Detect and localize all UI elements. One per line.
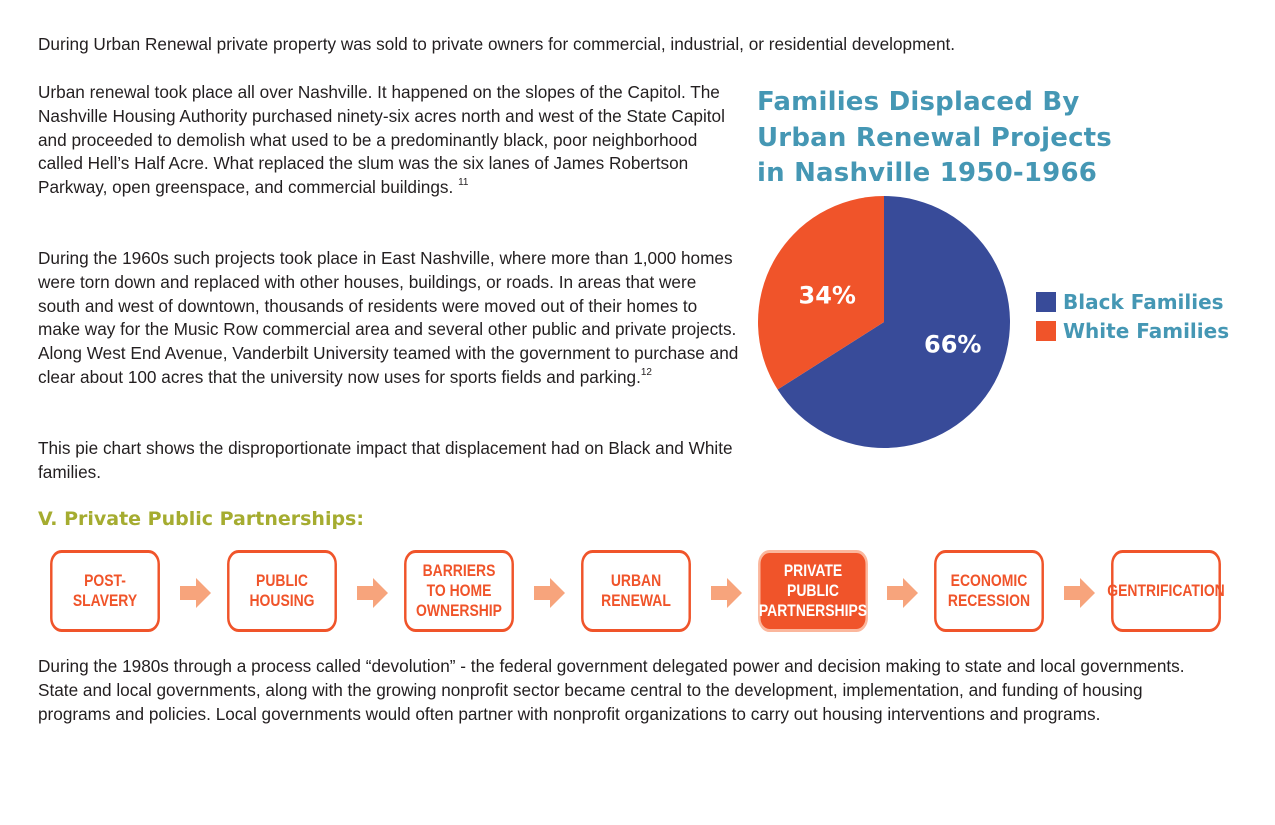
timeline-step-post-slavery[interactable]: POST-SLAVERY [50,550,160,632]
arrow-right-icon [357,578,388,608]
legend-swatch-white [1036,320,1056,341]
chart-title-line-2: Urban Renewal Projects [757,122,1112,153]
footnote-ref-12[interactable]: 12 [640,366,652,378]
legend-label-white: White Families [1063,318,1230,343]
legend-item-black-families: Black Families [1036,287,1229,316]
timeline-step-gentrification[interactable]: GENTRIFICATION [1107,550,1225,632]
pie-intro-paragraph: This pie chart shows the disproportionat… [38,438,733,482]
legend-item-white-families: White Families [1036,316,1229,345]
capitol-paragraph: Urban renewal took place all over Nashvi… [38,82,725,198]
pie-slice-white-families [758,196,884,390]
footnote-ref-11[interactable]: 11 [458,177,469,189]
devolution-paragraph: During the 1980s through a process calle… [38,656,1185,724]
arrow-right-icon [180,578,211,608]
arrow-right-icon [534,578,565,608]
arrow-right-icon [711,578,742,608]
arrow-right-icon [1064,578,1095,608]
arrow-right-icon [887,578,918,608]
legend-swatch-black [1036,291,1056,312]
timeline-step-barriers-to-home-ownership[interactable]: BARRIERS TO HOME OWNERSHIP [404,550,514,632]
intro-paragraph: During Urban Renewal private property wa… [38,34,956,54]
pie-chart: 66% 34% [758,196,1010,448]
chart-title-line-1: Families Displaced By [757,87,1080,117]
pie-label-white-families: 34% [799,282,856,310]
chart-title-line-3: in Nashville 1950-1966 [757,158,1098,188]
timeline-step-private-public-partnerships[interactable]: PRIVATE PUBLIC PARTNERSHIPS [758,550,868,632]
east-nashville-paragraph: During the 1960s such projects took plac… [38,248,739,387]
pie-label-black-families: 66% [924,330,981,358]
section-heading: V. Private Public Partnerships: [38,508,364,530]
chart-legend: Black Families White Families [1036,287,1229,345]
pie-slice-black-families [777,196,1010,448]
chart-title: Families Displaced By Urban Renewal Proj… [757,85,1197,192]
timeline-step-public-housing[interactable]: PUBLIC HOUSING [227,550,337,632]
legend-label-black: Black Families [1063,289,1224,314]
timeline-step-urban-renewal[interactable]: URBAN RENEWAL [581,550,691,632]
timeline-step-economic-recession[interactable]: ECONOMIC RECESSION [934,550,1044,632]
